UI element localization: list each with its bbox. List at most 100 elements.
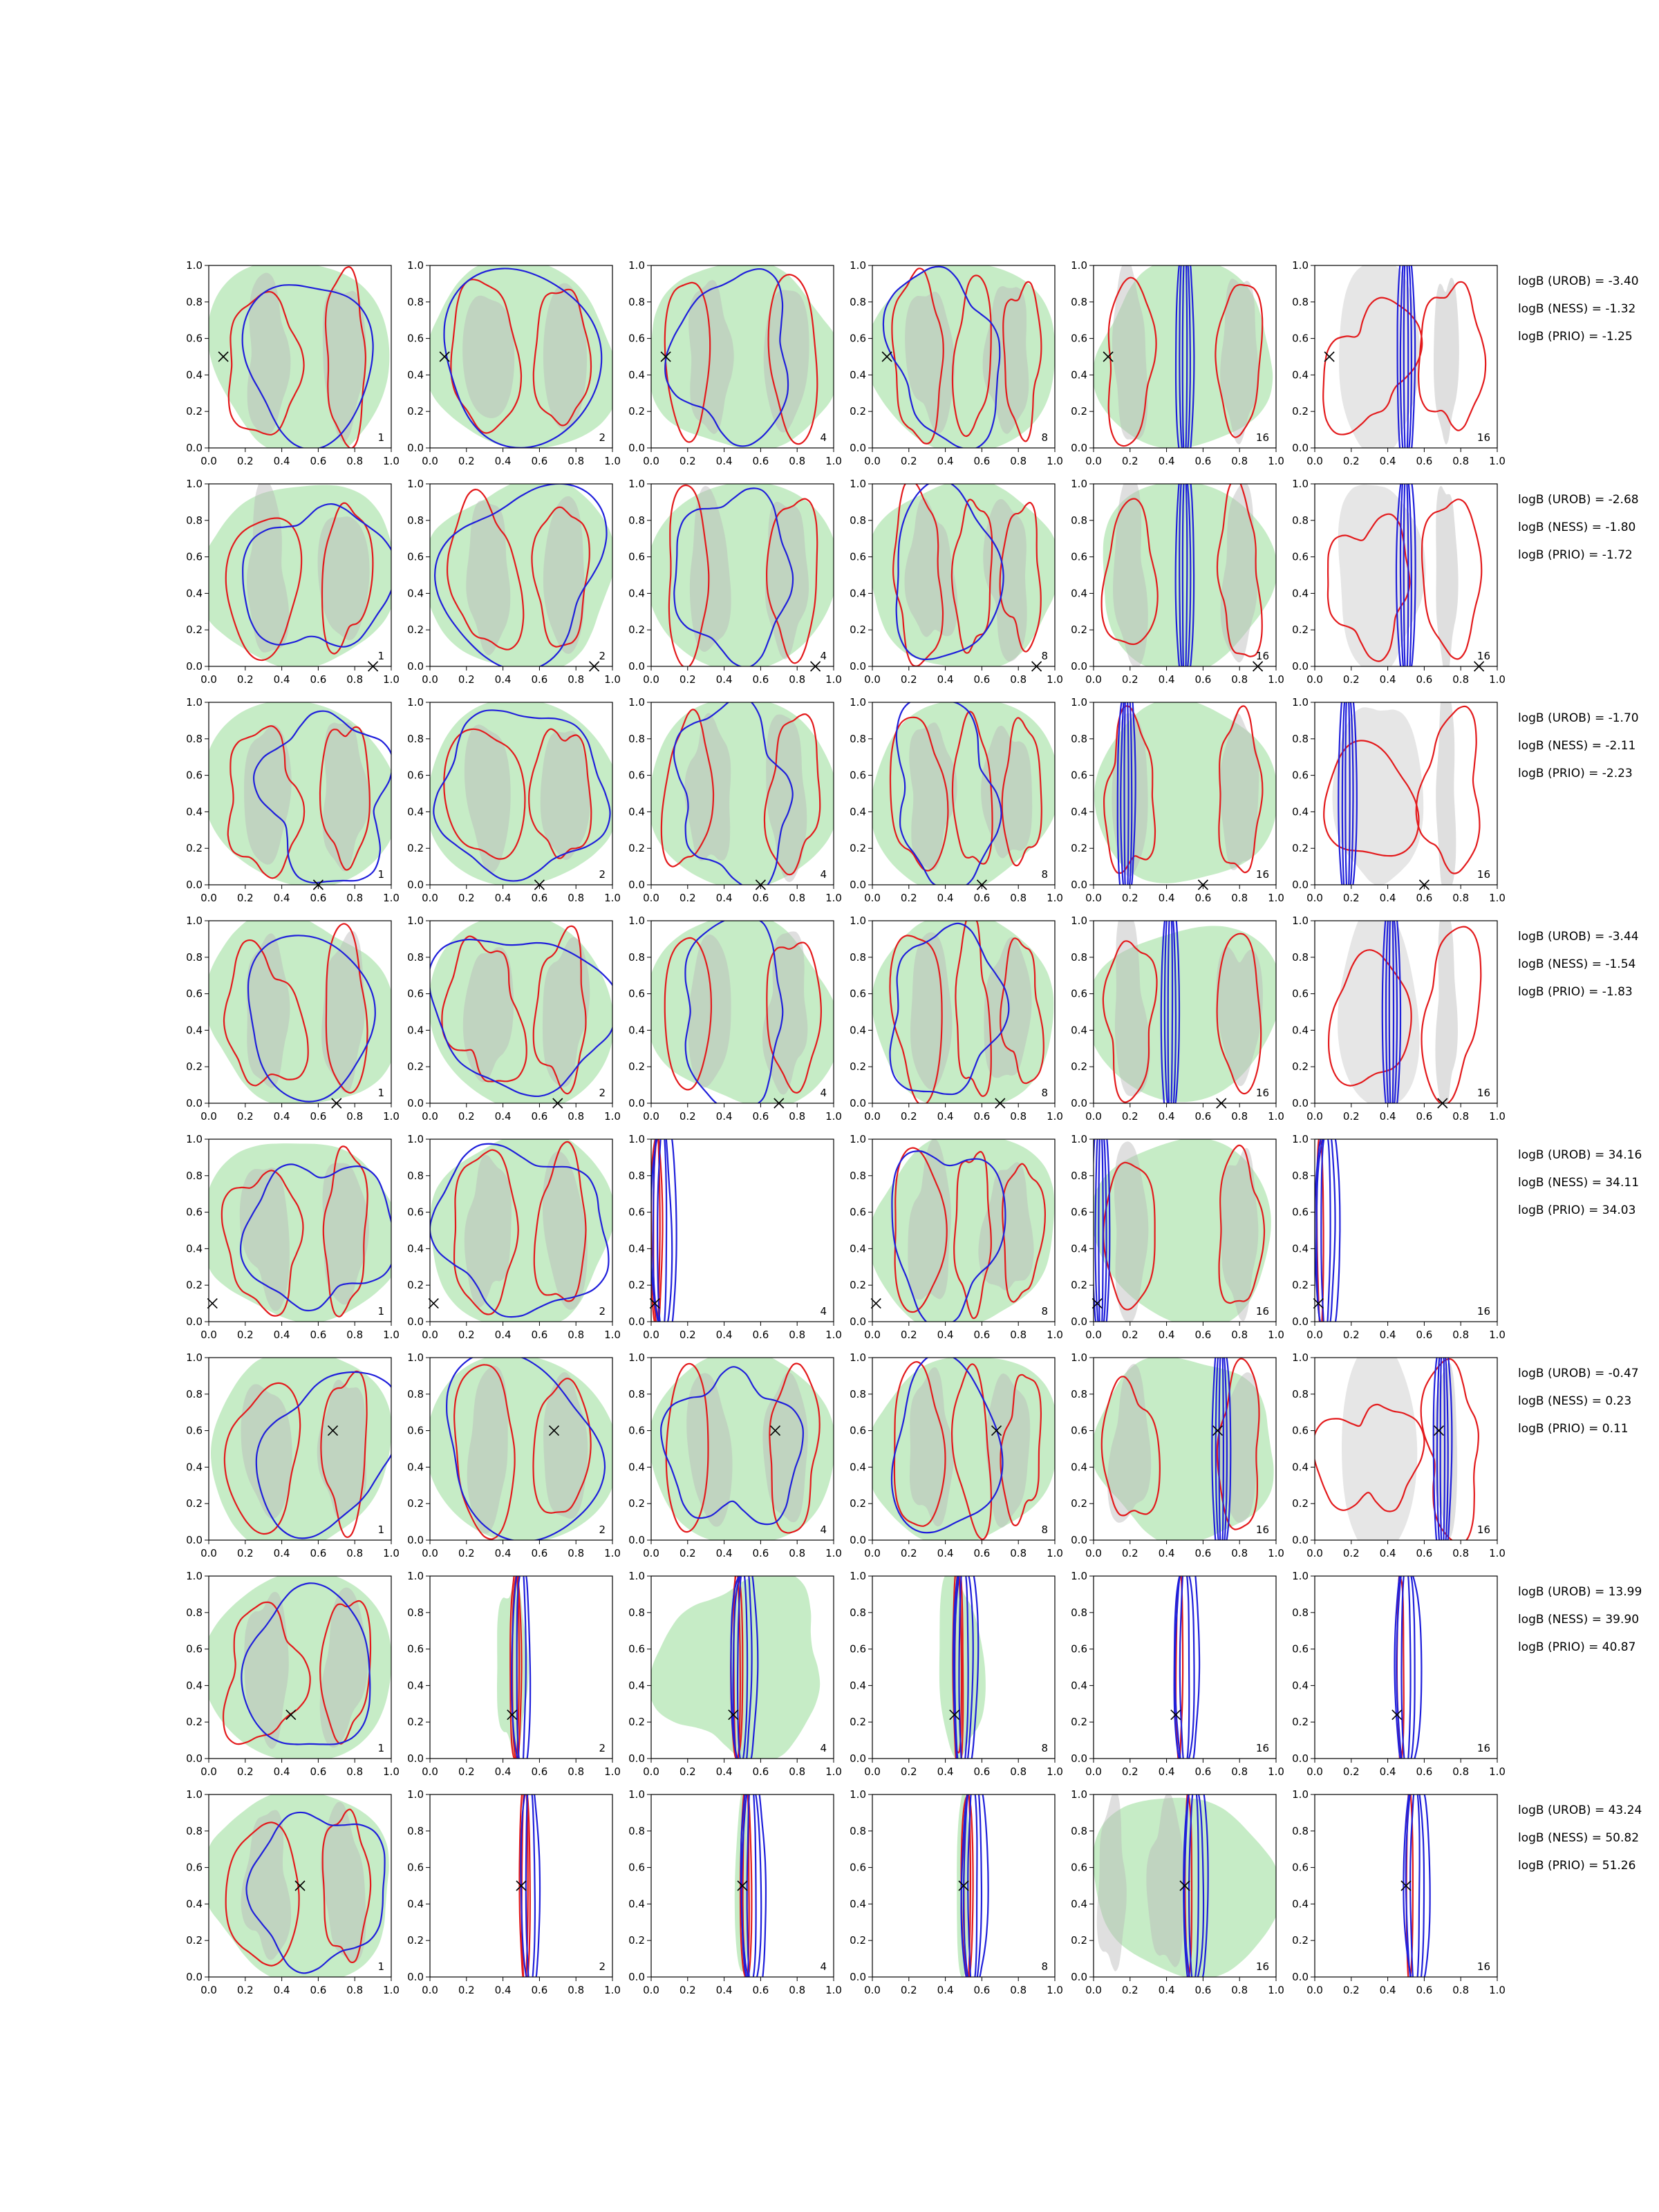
y-tick-label: 0.4 bbox=[186, 368, 203, 381]
density-fill-gray bbox=[543, 283, 588, 430]
x-marker bbox=[1103, 351, 1114, 362]
y-tick-label: 0.2 bbox=[407, 1279, 424, 1291]
y-tick-label: 1.0 bbox=[407, 1788, 424, 1801]
density-fill-green bbox=[430, 1358, 612, 1540]
y-tick-label: 0.8 bbox=[1071, 1606, 1087, 1619]
panel-r3-c2: 0.0 0.2 0.4 0.6 0.8 1.0 0.0 0.2 0.4 0.6 0.8 1.0 2 bbox=[407, 696, 621, 904]
panel-frame bbox=[1093, 702, 1277, 885]
x-marker bbox=[1091, 1298, 1103, 1309]
x-tick-label: 1.0 bbox=[1268, 1984, 1284, 1996]
y-tick-label: 0.0 bbox=[407, 1315, 424, 1328]
panel-plot-area bbox=[872, 921, 1054, 1103]
panel-plot-area bbox=[209, 1143, 391, 1322]
y-tick-label: 0.2 bbox=[186, 1060, 203, 1073]
y-tick-label: 0.4 bbox=[1071, 805, 1087, 818]
logb-stat: logB (NESS) = 39.90 bbox=[1518, 1613, 1639, 1627]
y-tick-label: 0.6 bbox=[1292, 1206, 1309, 1219]
contour-red bbox=[227, 290, 305, 436]
y-tick-label: 1.0 bbox=[1071, 1788, 1087, 1801]
x-tick-label: 0.2 bbox=[237, 1547, 254, 1559]
contour-blue bbox=[895, 702, 1002, 885]
x-tick-label: 0.2 bbox=[679, 455, 696, 467]
contour-blue bbox=[1179, 265, 1192, 448]
contour-blue bbox=[1160, 921, 1181, 1103]
x-tick-label: 0.2 bbox=[458, 673, 475, 686]
y-tick-label: 0.6 bbox=[407, 332, 424, 345]
x-tick-label: 0.4 bbox=[274, 673, 290, 686]
x-tick-label: 0.6 bbox=[973, 1765, 990, 1778]
panel-r7-c4: 0.0 0.2 0.4 0.6 0.8 1.0 0.0 0.2 0.4 0.6 0.8 1.0 8 bbox=[850, 1570, 1063, 1778]
x-tick-label: 0.8 bbox=[568, 1984, 584, 1996]
contour-blue bbox=[1403, 1794, 1431, 1977]
y-tick-label: 0.2 bbox=[628, 1279, 645, 1291]
y-tick-label: 0.8 bbox=[850, 296, 866, 308]
x-marker bbox=[207, 1298, 218, 1309]
contour-red bbox=[1322, 297, 1423, 435]
x-tick-label: 0.4 bbox=[937, 892, 954, 904]
panel-r1-c3: 0.0 0.2 0.4 0.6 0.8 1.0 0.0 0.2 0.4 0.6 0.8 1.0 4 bbox=[628, 259, 842, 467]
y-tick-label: 1.0 bbox=[1071, 915, 1087, 927]
y-tick-label: 0.0 bbox=[850, 1752, 866, 1765]
y-tick-label: 0.8 bbox=[1292, 296, 1309, 308]
y-tick-label: 0.8 bbox=[628, 514, 645, 527]
contour-blue bbox=[1116, 702, 1136, 885]
x-tick-label: 0.4 bbox=[716, 1110, 733, 1123]
panel-frame bbox=[208, 265, 392, 449]
y-tick-label: 0.8 bbox=[628, 1825, 645, 1837]
x-tick-label: 0.0 bbox=[1085, 1547, 1102, 1559]
contour-red bbox=[319, 1600, 372, 1745]
y-tick-label: 0.4 bbox=[186, 1679, 203, 1691]
density-fill-gray bbox=[467, 1365, 508, 1534]
panel-count-label: 16 bbox=[1477, 431, 1490, 444]
x-tick-label: 0.4 bbox=[716, 1329, 733, 1341]
panel-frame bbox=[1093, 265, 1277, 449]
x-tick-label: 0.6 bbox=[1194, 1765, 1211, 1778]
x-tick-label: 0.8 bbox=[1231, 1547, 1248, 1559]
y-tick-label: 0.4 bbox=[1292, 1242, 1309, 1255]
contour-red bbox=[664, 937, 713, 1091]
y-tick-label: 0.8 bbox=[628, 1388, 645, 1400]
y-tick-label: 1.0 bbox=[1292, 259, 1309, 272]
density-fill-gray bbox=[1114, 1141, 1149, 1322]
x-tick-label: 0.2 bbox=[679, 673, 696, 686]
x-tick-label: 0.6 bbox=[973, 455, 990, 467]
contour-blue bbox=[967, 1794, 978, 1977]
x-tick-label: 0.6 bbox=[531, 1110, 547, 1123]
x-tick-label: 0.2 bbox=[1343, 1329, 1360, 1341]
panel-frame bbox=[650, 265, 834, 449]
y-tick-label: 1.0 bbox=[407, 259, 424, 272]
x-tick-label: 0.2 bbox=[1343, 1547, 1360, 1559]
y-tick-label: 1.0 bbox=[1071, 478, 1087, 490]
x-tick-label: 0.4 bbox=[716, 673, 733, 686]
density-fill-gray bbox=[247, 272, 291, 435]
contour-red bbox=[443, 728, 526, 860]
panel-r2-c2: 0.0 0.2 0.4 0.6 0.8 1.0 0.0 0.2 0.4 0.6 0.8 1.0 2 bbox=[407, 478, 621, 686]
contour-blue bbox=[241, 1582, 371, 1745]
x-tick-label: 0.8 bbox=[1452, 892, 1469, 904]
y-tick-label: 0.2 bbox=[1292, 1279, 1309, 1291]
panel-plot-area bbox=[1173, 1576, 1201, 1759]
contour-red bbox=[892, 484, 944, 666]
y-tick-label: 1.0 bbox=[850, 1570, 866, 1582]
contour-blue bbox=[657, 1139, 668, 1322]
y-tick-label: 0.0 bbox=[1292, 879, 1309, 891]
x-tick-label: 1.0 bbox=[1047, 455, 1063, 467]
panel-frame bbox=[429, 1357, 613, 1541]
y-tick-label: 0.6 bbox=[850, 988, 866, 1000]
y-tick-label: 1.0 bbox=[186, 478, 203, 490]
x-tick-label: 1.0 bbox=[825, 1329, 842, 1341]
x-tick-label: 0.4 bbox=[937, 455, 954, 467]
y-tick-label: 0.4 bbox=[850, 368, 866, 381]
panel-frame bbox=[429, 265, 613, 449]
x-tick-label: 0.4 bbox=[937, 673, 954, 686]
x-tick-label: 0.0 bbox=[864, 892, 881, 904]
logb-stat: logB (NESS) = -2.11 bbox=[1518, 739, 1635, 753]
panel-r1-c1: 0.0 0.2 0.4 0.6 0.8 1.0 0.0 0.2 0.4 0.6 0.8 1.0 1 bbox=[186, 259, 400, 467]
x-tick-label: 0.0 bbox=[200, 455, 217, 467]
y-tick-label: 0.0 bbox=[1292, 1315, 1309, 1328]
x-tick-label: 0.4 bbox=[495, 1110, 512, 1123]
x-tick-label: 0.2 bbox=[458, 455, 475, 467]
x-tick-label: 0.4 bbox=[1380, 1110, 1396, 1123]
contour-blue bbox=[1403, 265, 1409, 448]
density-fill-gray bbox=[1220, 279, 1259, 444]
